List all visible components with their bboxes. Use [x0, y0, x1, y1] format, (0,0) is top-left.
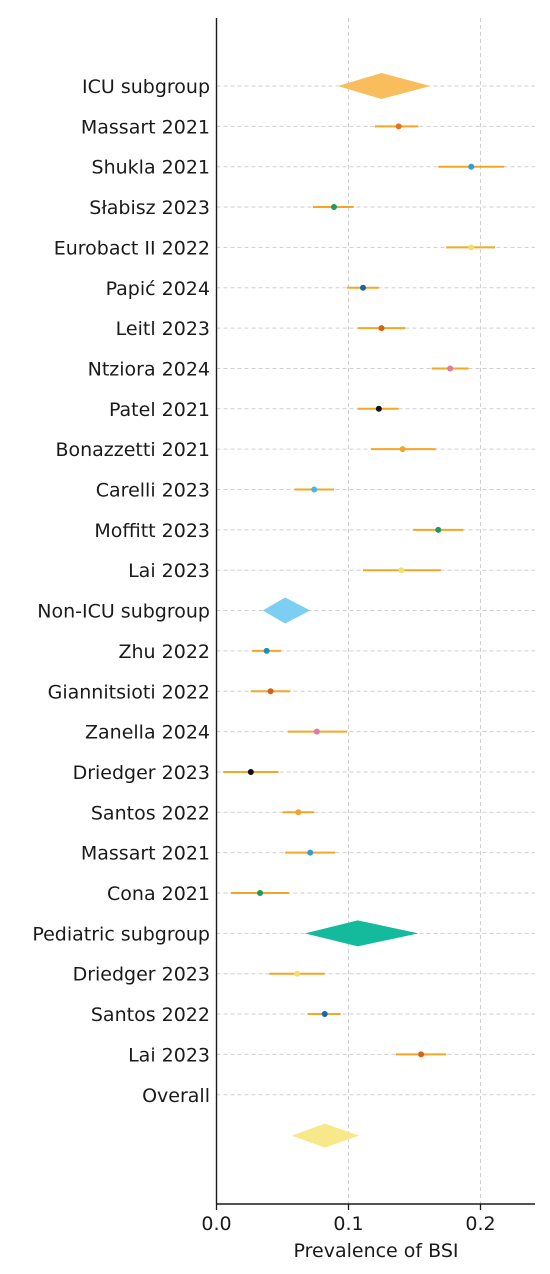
row-label: Cona 2021	[107, 883, 210, 905]
point-estimate	[395, 123, 402, 130]
row-label: Non-ICU subgroup	[37, 601, 210, 623]
row-label: Carelli 2023	[96, 480, 210, 502]
point-estimate	[399, 446, 406, 453]
overall-diamond	[291, 1123, 360, 1148]
row-label: Overall	[142, 1085, 210, 1107]
point-estimate	[263, 647, 270, 654]
point-estimate	[267, 688, 274, 695]
x-ticks: 0.0 0.1 0.2	[201, 1204, 496, 1235]
row-label: Giannitsioti 2022	[48, 681, 210, 703]
point-estimate	[468, 163, 475, 170]
row-label: Słabisz 2023	[89, 197, 210, 219]
axes	[215, 18, 535, 1205]
point-estimate	[311, 486, 318, 493]
point-estimate	[418, 1051, 425, 1058]
x-tick-label: 0.1	[333, 1213, 363, 1235]
point-estimate	[398, 567, 405, 574]
row-label: ICU subgroup	[82, 76, 210, 98]
row-label: Lai 2023	[128, 560, 210, 582]
subgroup-diamond	[262, 597, 311, 624]
row-label: Driedger 2023	[73, 964, 210, 986]
row-label: Papić 2024	[106, 278, 210, 300]
y-labels: ICU subgroup Massart 2021 Shukla 2021 Słabi…	[32, 76, 210, 1107]
point-estimate	[435, 526, 442, 533]
row-label: Ntziora 2024	[88, 358, 210, 380]
row-label: Pediatric subgroup	[32, 923, 210, 945]
row-label: Leitl 2023	[116, 318, 210, 340]
point-estimate	[375, 405, 382, 412]
point-estimate	[360, 284, 367, 291]
row-label: Driedger 2023	[73, 762, 210, 784]
grid-layer	[216, 18, 535, 1204]
row-label: Shukla 2021	[92, 157, 210, 179]
point-estimate	[307, 849, 314, 856]
x-tick-label: 0.0	[201, 1213, 231, 1235]
marks-layer	[223, 73, 505, 1148]
row-label: Zhu 2022	[119, 641, 211, 663]
point-estimate	[468, 244, 475, 251]
row-label: Moffitt 2023	[94, 520, 210, 542]
row-label: Lai 2023	[128, 1044, 210, 1066]
point-estimate	[295, 809, 302, 816]
x-axis-label: Prevalence of BSI	[294, 1240, 459, 1262]
point-estimate	[313, 728, 320, 735]
point-estimate	[257, 890, 264, 896]
row-label: Bonazzetti 2021	[55, 439, 210, 461]
subgroup-diamond	[304, 920, 419, 947]
row-label: Massart 2021	[81, 116, 210, 138]
point-estimate	[294, 970, 301, 977]
point-estimate	[330, 204, 337, 211]
row-label: Santos 2022	[91, 802, 210, 824]
point-estimate	[378, 325, 385, 332]
point-estimate	[447, 365, 454, 372]
row-label: Eurobact II 2022	[54, 237, 210, 259]
point-estimate	[247, 768, 254, 775]
x-tick-label: 0.2	[465, 1213, 495, 1235]
row-label: Patel 2021	[109, 399, 210, 421]
row-label: Santos 2022	[91, 1004, 210, 1026]
point-estimate	[321, 1011, 328, 1018]
row-label: Zanella 2024	[85, 722, 210, 744]
subgroup-diamond	[337, 73, 431, 99]
row-label: Massart 2021	[81, 843, 210, 865]
